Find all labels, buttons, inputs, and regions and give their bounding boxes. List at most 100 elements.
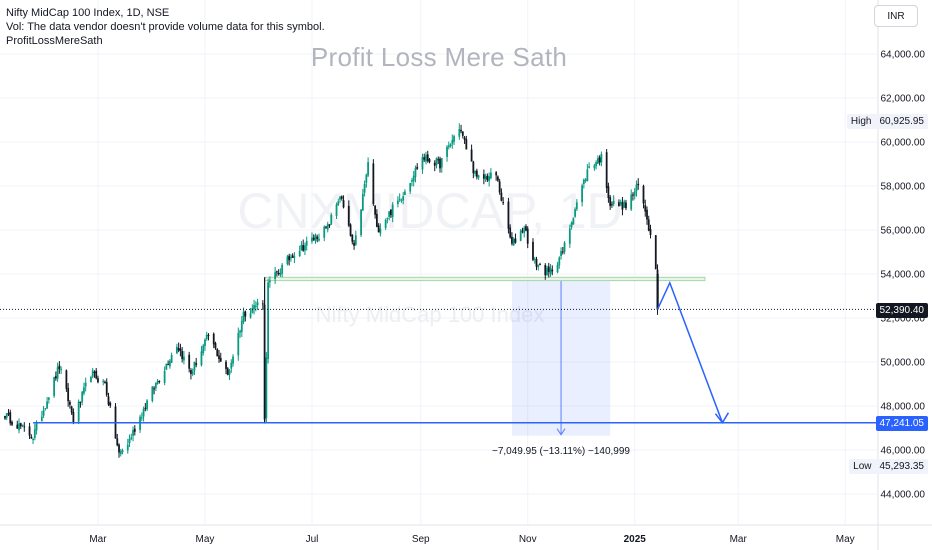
candle-body [498,181,501,193]
candle-body [446,146,448,157]
candle-body [251,308,254,313]
candle-body [328,224,331,226]
candle-body [561,251,564,253]
watermark-title: Profit Loss Mere Sath [310,42,568,72]
candle-body [465,139,468,150]
candle-body [607,186,610,199]
candle-body [409,183,412,192]
candle-body [21,424,24,427]
high-value: 60,925.95 [879,116,925,127]
candle-body [375,213,378,227]
support-zone [264,276,706,282]
candle-body [156,381,159,384]
candle-body [326,224,329,230]
candle-body [609,197,612,206]
candle-body [311,237,313,242]
high-label: High [850,116,872,127]
candle-body [83,387,85,394]
candle-body [390,209,392,216]
candle-body [482,174,485,179]
x-tick-label: May [836,534,855,545]
x-tick-label: Mar [89,534,107,545]
target-price-tag: 47,241.05 [875,416,928,431]
candle-body [128,438,131,444]
candle-body [267,282,270,360]
candle-body [600,153,603,163]
candle-body [298,250,301,257]
candle-body [605,152,608,188]
candle-body [581,185,583,203]
candle-body [461,131,464,136]
candle-body [582,179,585,184]
x-tick-label: Mar [730,534,748,545]
y-tick-label: 50,000.00 [881,358,926,369]
last-price-tag: 52,390.40 [875,303,928,318]
candle-body [9,412,12,424]
candle-body [204,339,206,347]
candle-body [316,236,319,239]
projection-arrowhead [714,412,730,425]
candle-body [286,256,289,265]
candle-body [232,356,234,364]
candle-body [611,204,613,206]
candle-body [588,166,591,168]
y-tick-label: 46,000.00 [881,446,926,457]
candle-body [484,176,487,180]
candle-body [56,367,59,379]
candle-body [132,430,134,436]
candle-body [91,370,94,377]
candle-body [118,444,120,453]
candle-body [158,380,161,382]
candle-body [568,228,571,244]
candle-body [249,313,252,318]
candle-body [109,402,112,406]
candle-body [30,436,33,439]
candle-body [268,280,271,283]
candle-body [647,219,650,231]
candle-body [546,268,548,276]
candle-body [595,161,598,166]
candle-body [354,235,357,245]
candle-body [237,332,240,356]
candle-body [11,421,13,425]
candle-body [151,386,154,401]
candle-body [244,311,247,317]
candle-body [60,369,63,371]
candle-body [239,330,241,333]
candle-body [84,382,87,387]
candle-body [46,401,48,409]
candle-body [584,179,587,181]
candle-body [488,176,491,182]
candle-body [500,192,503,201]
candle-body [412,175,415,182]
candle-body [460,130,462,132]
candle-body [425,155,427,162]
candle-body [649,229,652,235]
watermark-ticker: CNXMIDCAP, 1D [237,183,622,239]
candle-body [107,396,110,405]
low-value: 45,293.35 [879,461,925,472]
candle-body [218,355,220,359]
candle-body [293,256,296,258]
candle-body [537,265,540,268]
candle-body [386,217,389,219]
overlays [0,280,878,425]
low-label: Low [853,461,872,472]
candle-body [340,196,343,199]
candle-body [304,245,306,251]
candle-body [360,209,362,236]
candle-body [497,176,499,181]
candle-body [507,201,510,229]
candle-body [511,236,513,244]
candle-body [288,255,291,261]
candle-body [519,230,522,241]
y-tick-label: 52,000.00 [881,314,926,325]
candle-body [439,158,441,169]
high-price-tag: High 60,925.95 [846,114,928,129]
candle-body [253,305,255,310]
candle-body [240,320,243,332]
candle-body [549,268,552,274]
candle-body [526,228,529,244]
currency-button[interactable]: INR [874,5,918,27]
